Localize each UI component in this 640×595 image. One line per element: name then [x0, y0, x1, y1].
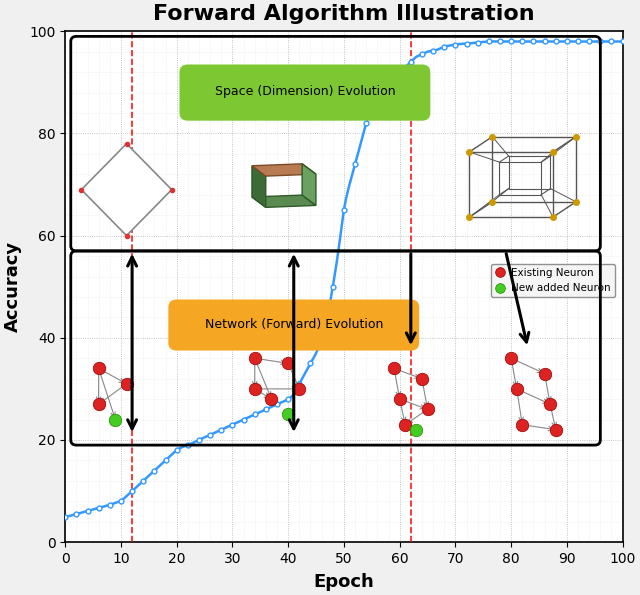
X-axis label: Epoch: Epoch: [314, 573, 374, 591]
Polygon shape: [252, 195, 316, 208]
FancyBboxPatch shape: [168, 299, 419, 350]
Polygon shape: [252, 166, 266, 208]
Title: Forward Algorithm Illustration: Forward Algorithm Illustration: [153, 4, 535, 24]
Text: Space (Dimension) Evolution: Space (Dimension) Evolution: [214, 85, 396, 98]
FancyBboxPatch shape: [179, 64, 430, 121]
Y-axis label: Accuracy: Accuracy: [4, 241, 22, 332]
Legend: Existing Neuron, New added Neuron: Existing Neuron, New added Neuron: [491, 264, 614, 298]
Polygon shape: [252, 164, 316, 176]
Polygon shape: [302, 164, 316, 205]
Polygon shape: [81, 143, 172, 236]
Text: Network (Forward) Evolution: Network (Forward) Evolution: [205, 318, 383, 330]
